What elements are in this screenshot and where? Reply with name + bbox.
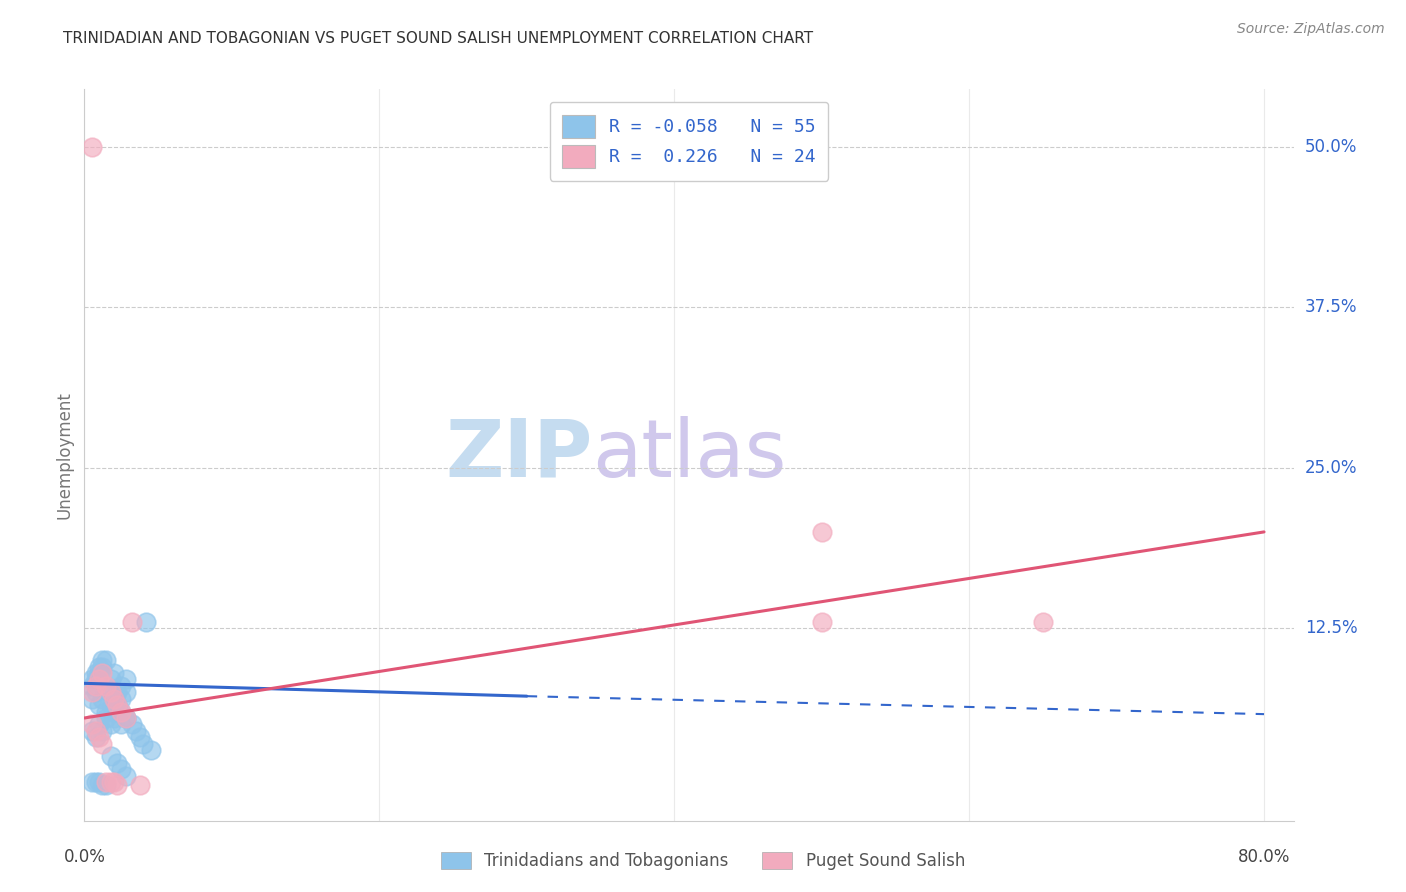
Point <box>100 673 122 687</box>
Point <box>91 737 114 751</box>
Point <box>87 775 110 789</box>
Point <box>100 775 122 789</box>
Point <box>91 691 114 706</box>
Point <box>80 679 103 693</box>
Point <box>105 685 128 699</box>
Legend: Trinidadians and Tobagonians, Puget Sound Salish: Trinidadians and Tobagonians, Puget Soun… <box>434 845 972 877</box>
Point <box>103 666 125 681</box>
Y-axis label: Unemployment: Unemployment <box>55 391 73 519</box>
Text: 50.0%: 50.0% <box>1305 138 1357 156</box>
Text: 0.0%: 0.0% <box>63 848 105 866</box>
Point <box>114 769 136 783</box>
Point <box>91 778 114 792</box>
Text: TRINIDADIAN AND TOBAGONIAN VS PUGET SOUND SALISH UNEMPLOYMENT CORRELATION CHART: TRINIDADIAN AND TOBAGONIAN VS PUGET SOUN… <box>63 31 814 46</box>
Point <box>84 775 107 789</box>
Point <box>100 685 122 699</box>
Point <box>100 698 122 713</box>
Text: atlas: atlas <box>592 416 786 494</box>
Point <box>91 666 114 681</box>
Point <box>114 711 136 725</box>
Point <box>125 723 148 738</box>
Point <box>114 685 136 699</box>
Point <box>80 691 103 706</box>
Point <box>105 698 128 713</box>
Point <box>103 775 125 789</box>
Point <box>105 698 128 713</box>
Point <box>96 653 118 667</box>
Point <box>91 723 114 738</box>
Point <box>87 666 110 681</box>
Text: ZIP: ZIP <box>444 416 592 494</box>
Point <box>121 615 143 629</box>
Text: 12.5%: 12.5% <box>1305 619 1357 637</box>
Text: Source: ZipAtlas.com: Source: ZipAtlas.com <box>1237 22 1385 37</box>
Point <box>100 749 122 764</box>
Point <box>87 717 110 731</box>
Text: 37.5%: 37.5% <box>1305 298 1357 317</box>
Point <box>87 673 110 687</box>
Point <box>1032 615 1054 629</box>
Point <box>80 775 103 789</box>
Point <box>80 723 103 738</box>
Point <box>91 659 114 673</box>
Point <box>91 653 114 667</box>
Point <box>84 673 107 687</box>
Text: 80.0%: 80.0% <box>1237 848 1291 866</box>
Point <box>87 698 110 713</box>
Point <box>103 705 125 719</box>
Point <box>96 711 118 725</box>
Legend: R = -0.058   N = 55, R =  0.226   N = 24: R = -0.058 N = 55, R = 0.226 N = 24 <box>550 102 828 181</box>
Point <box>105 778 128 792</box>
Point <box>87 659 110 673</box>
Point <box>129 730 152 744</box>
Point <box>84 685 107 699</box>
Point <box>114 673 136 687</box>
Point <box>121 717 143 731</box>
Point <box>105 756 128 770</box>
Point <box>84 679 107 693</box>
Point <box>105 705 128 719</box>
Point <box>84 730 107 744</box>
Point <box>139 743 162 757</box>
Point <box>135 615 157 629</box>
Point <box>80 717 103 731</box>
Point <box>110 762 132 776</box>
Point <box>84 723 107 738</box>
Point <box>103 691 125 706</box>
Point <box>110 679 132 693</box>
Point <box>96 775 118 789</box>
Point <box>80 685 103 699</box>
Point <box>80 673 103 687</box>
Point <box>105 698 128 713</box>
Point <box>100 717 122 731</box>
Point <box>110 705 132 719</box>
Point <box>96 705 118 719</box>
Point <box>110 691 132 706</box>
Point <box>96 679 118 693</box>
Point <box>114 711 136 725</box>
Point <box>110 705 132 719</box>
Text: 25.0%: 25.0% <box>1305 458 1357 476</box>
Point <box>80 140 103 154</box>
Point <box>103 711 125 725</box>
Point <box>103 691 125 706</box>
Point <box>96 778 118 792</box>
Point <box>129 778 152 792</box>
Point <box>114 711 136 725</box>
Point <box>87 730 110 744</box>
Point <box>110 717 132 731</box>
Point <box>810 524 832 539</box>
Point <box>132 737 155 751</box>
Point <box>810 615 832 629</box>
Point <box>84 666 107 681</box>
Point <box>100 685 122 699</box>
Point <box>96 679 118 693</box>
